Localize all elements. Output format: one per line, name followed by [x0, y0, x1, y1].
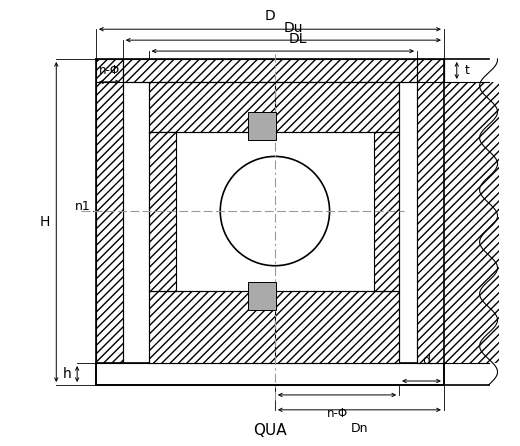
Bar — [149, 291, 399, 363]
Text: H: H — [39, 215, 49, 229]
Bar — [444, 82, 499, 363]
Text: n-Φ: n-Φ — [327, 407, 347, 420]
Circle shape — [220, 157, 330, 266]
Text: DL: DL — [289, 32, 307, 46]
Bar — [123, 59, 444, 82]
Bar — [149, 82, 399, 132]
Text: QUA: QUA — [253, 423, 287, 438]
Text: n1: n1 — [75, 200, 91, 213]
Bar — [96, 363, 444, 385]
Text: d: d — [422, 354, 431, 367]
Polygon shape — [248, 112, 277, 140]
Text: Du: Du — [283, 21, 303, 35]
Text: h: h — [63, 367, 72, 381]
Text: n-Φ: n-Φ — [99, 64, 120, 77]
Bar — [374, 132, 399, 291]
Polygon shape — [248, 282, 277, 310]
Bar — [96, 59, 123, 363]
Text: D: D — [265, 9, 275, 23]
Text: t: t — [465, 64, 470, 77]
Bar — [149, 132, 176, 291]
Bar — [417, 59, 444, 363]
Text: Dn: Dn — [350, 422, 368, 435]
